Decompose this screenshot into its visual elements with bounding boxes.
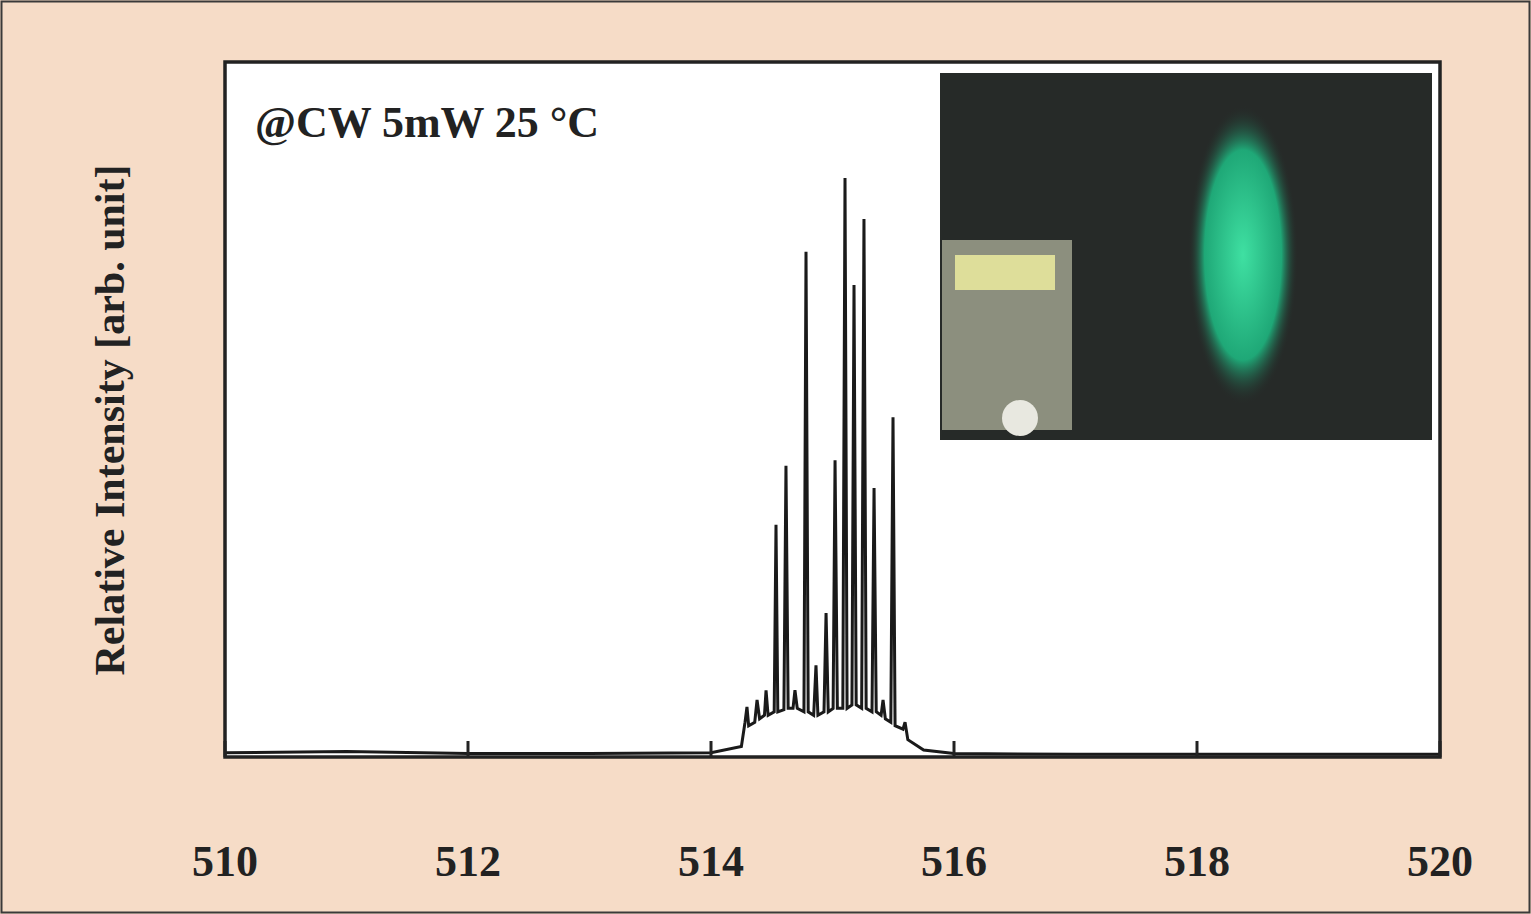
x-tick-label: 516 <box>921 837 987 886</box>
background <box>0 0 1531 914</box>
annotation: @CW 5mW 25 °C <box>255 98 599 147</box>
inset-beam <box>1188 105 1298 405</box>
x-tick <box>953 741 956 757</box>
inset-photo <box>940 73 1432 440</box>
x-tick-label: 520 <box>1407 837 1473 886</box>
x-tick-label: 510 <box>192 837 258 886</box>
outer-border <box>2 2 1530 913</box>
chart: 510 512 514 516 518 520 @CW 5mW 25 °C Relative … <box>0 0 1531 914</box>
y-axis-title: Relative Intensity [arb. unit] <box>87 165 133 676</box>
x-tick-label: 518 <box>1164 837 1230 886</box>
inset-background <box>940 73 1432 440</box>
inset-device <box>942 240 1072 430</box>
x-tick-label: 514 <box>678 837 744 886</box>
x-tick <box>224 741 227 757</box>
x-tick <box>710 741 713 757</box>
spectrum-line <box>225 178 1440 754</box>
x-tick-label: 512 <box>435 837 501 886</box>
x-tick <box>1439 741 1442 757</box>
x-tick <box>467 741 470 757</box>
plot-frame <box>225 62 1440 757</box>
x-tick <box>1196 741 1199 757</box>
data-group <box>225 178 1440 754</box>
inset-window <box>955 255 1055 290</box>
plot-area <box>225 62 1440 757</box>
inset-lens <box>1002 400 1038 436</box>
